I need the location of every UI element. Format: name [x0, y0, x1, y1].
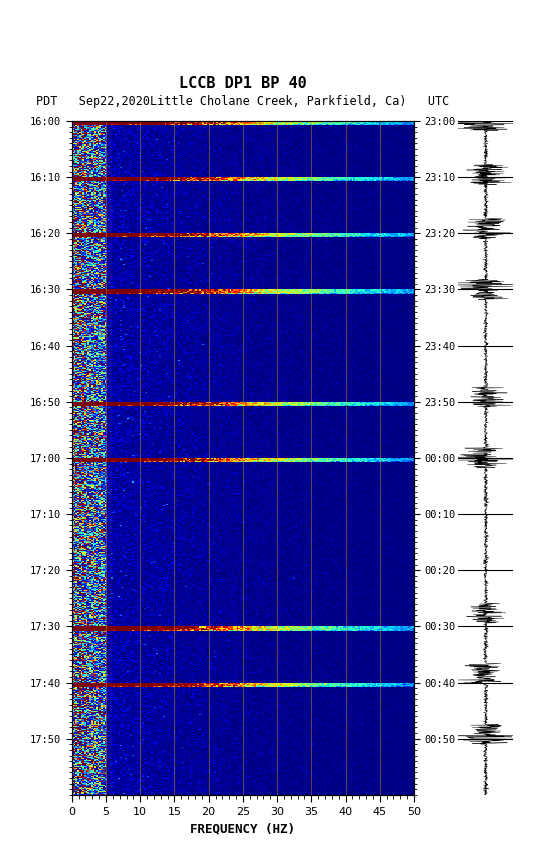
X-axis label: FREQUENCY (HZ): FREQUENCY (HZ) — [190, 823, 295, 835]
Text: PDT   Sep22,2020Little Cholane Creek, Parkfield, Ca)   UTC: PDT Sep22,2020Little Cholane Creek, Park… — [36, 95, 449, 108]
Text: LCCB DP1 BP 40: LCCB DP1 BP 40 — [179, 76, 307, 91]
